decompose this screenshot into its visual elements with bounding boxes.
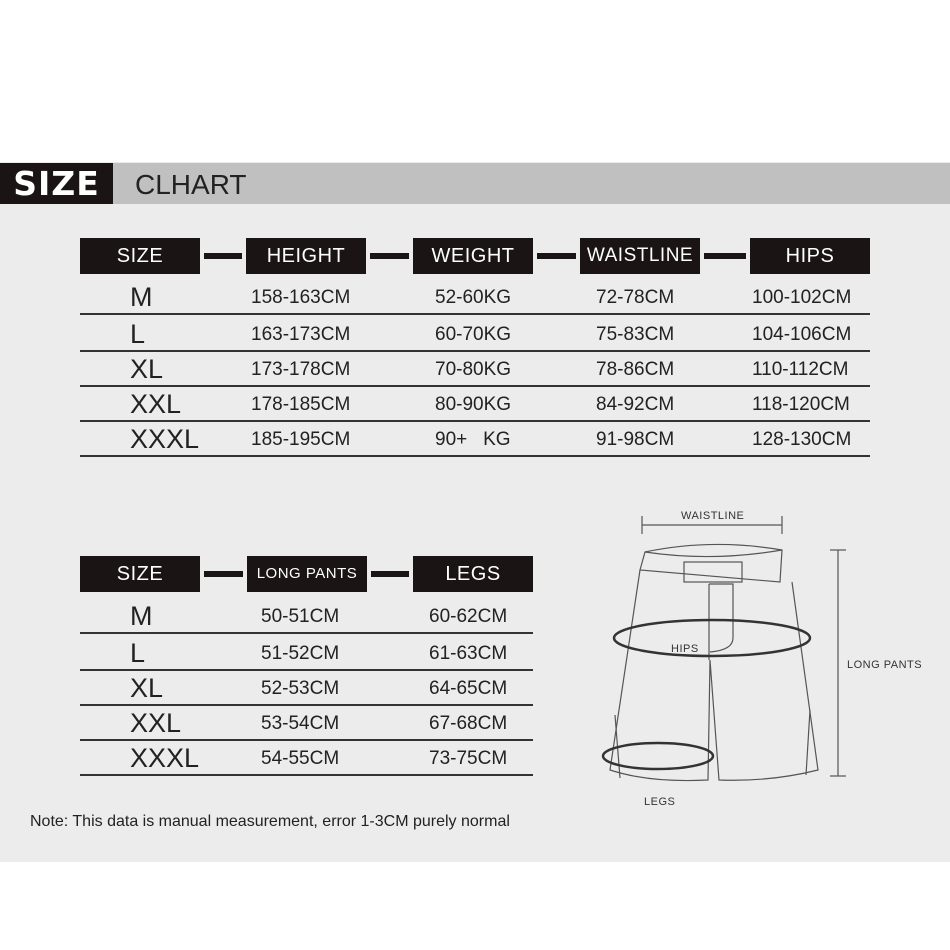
table-cell: 104-106CM (752, 324, 852, 345)
column-header: HIPS (750, 238, 870, 274)
row-divider (80, 385, 870, 387)
table-cell: 60-70KG (435, 324, 512, 345)
size-label: XL (130, 673, 164, 703)
size-label: XXL (130, 708, 182, 738)
table-cell: 75-83CM (596, 324, 675, 345)
row-divider (80, 632, 533, 634)
table-cell: 64-65CM (429, 678, 508, 699)
table-cell: 78-86CM (596, 359, 675, 380)
table-cell: 84-92CM (596, 394, 675, 415)
size-label: M (130, 282, 153, 312)
waistline-label: WAISTLINE (681, 510, 745, 522)
row-divider (80, 774, 533, 776)
table-cell: 90+ KG (435, 429, 511, 450)
size-label: L (130, 319, 146, 349)
header-connector (204, 571, 243, 577)
header-connector (371, 571, 409, 577)
row-divider (80, 669, 533, 671)
title-text: CLHART (135, 169, 247, 200)
column-header: WEIGHT (413, 238, 533, 274)
table-cell: 91-98CM (596, 429, 675, 450)
measurement-note: Note: This data is manual measurement, e… (30, 813, 510, 830)
table-cell: 50-51CM (261, 606, 340, 627)
row-divider (80, 455, 870, 457)
row-divider (80, 313, 870, 315)
hips-label: HIPS (671, 643, 699, 655)
shorts-diagram (601, 516, 846, 782)
table-cell: 67-68CM (429, 713, 508, 734)
size-label: XXXL (130, 743, 200, 773)
header-connector (370, 253, 409, 259)
table-cell: 110-112CM (752, 359, 849, 380)
row-divider (80, 704, 533, 706)
table-cell: 173-178CM (251, 359, 351, 380)
column-header: WAISTLINE (580, 238, 700, 274)
row-divider (80, 350, 870, 352)
row-divider (80, 739, 533, 741)
table-cell: 54-55CM (261, 748, 340, 769)
table-cell: 100-102CM (752, 287, 852, 308)
title-bar (0, 163, 950, 204)
size-label: XXXL (130, 424, 200, 454)
table-cell: 118-120CM (752, 394, 850, 415)
table-cell: 185-195CM (251, 429, 351, 450)
table-cell: 61-63CM (429, 643, 508, 664)
table-cell: 163-173CM (251, 324, 351, 345)
table-cell: 52-53CM (261, 678, 340, 699)
size-label: XXL (130, 389, 182, 419)
title-badge: SIZE (0, 163, 113, 204)
table-cell: 70-80KG (435, 359, 512, 380)
size-label: L (130, 638, 146, 668)
background-band (0, 162, 950, 862)
table-cell: 51-52CM (261, 643, 340, 664)
table-cell: 60-62CM (429, 606, 508, 627)
table-cell: 158-163CM (251, 287, 351, 308)
header-connector (204, 253, 242, 259)
column-header: SIZE (80, 556, 200, 592)
table-cell: 80-90KG (435, 394, 512, 415)
table-cell: 73-75CM (429, 748, 508, 769)
table-cell: 128-130CM (752, 429, 852, 450)
table-cell: 178-185CM (251, 394, 351, 415)
size-label: M (130, 601, 153, 631)
legs-label: LEGS (644, 796, 676, 808)
table-cell: 52-60KG (435, 287, 512, 308)
column-header: LEGS (413, 556, 533, 592)
column-header: LONG PANTS (247, 556, 367, 592)
header-connector (704, 253, 746, 259)
table-cell: 53-54CM (261, 713, 340, 734)
table-cell: 72-78CM (596, 287, 675, 308)
column-header: HEIGHT (246, 238, 366, 274)
row-divider (80, 420, 870, 422)
long-pants-label: LONG PANTS (847, 659, 923, 671)
column-header: SIZE (80, 238, 200, 274)
size-label: XL (130, 354, 164, 384)
header-connector (537, 253, 576, 259)
